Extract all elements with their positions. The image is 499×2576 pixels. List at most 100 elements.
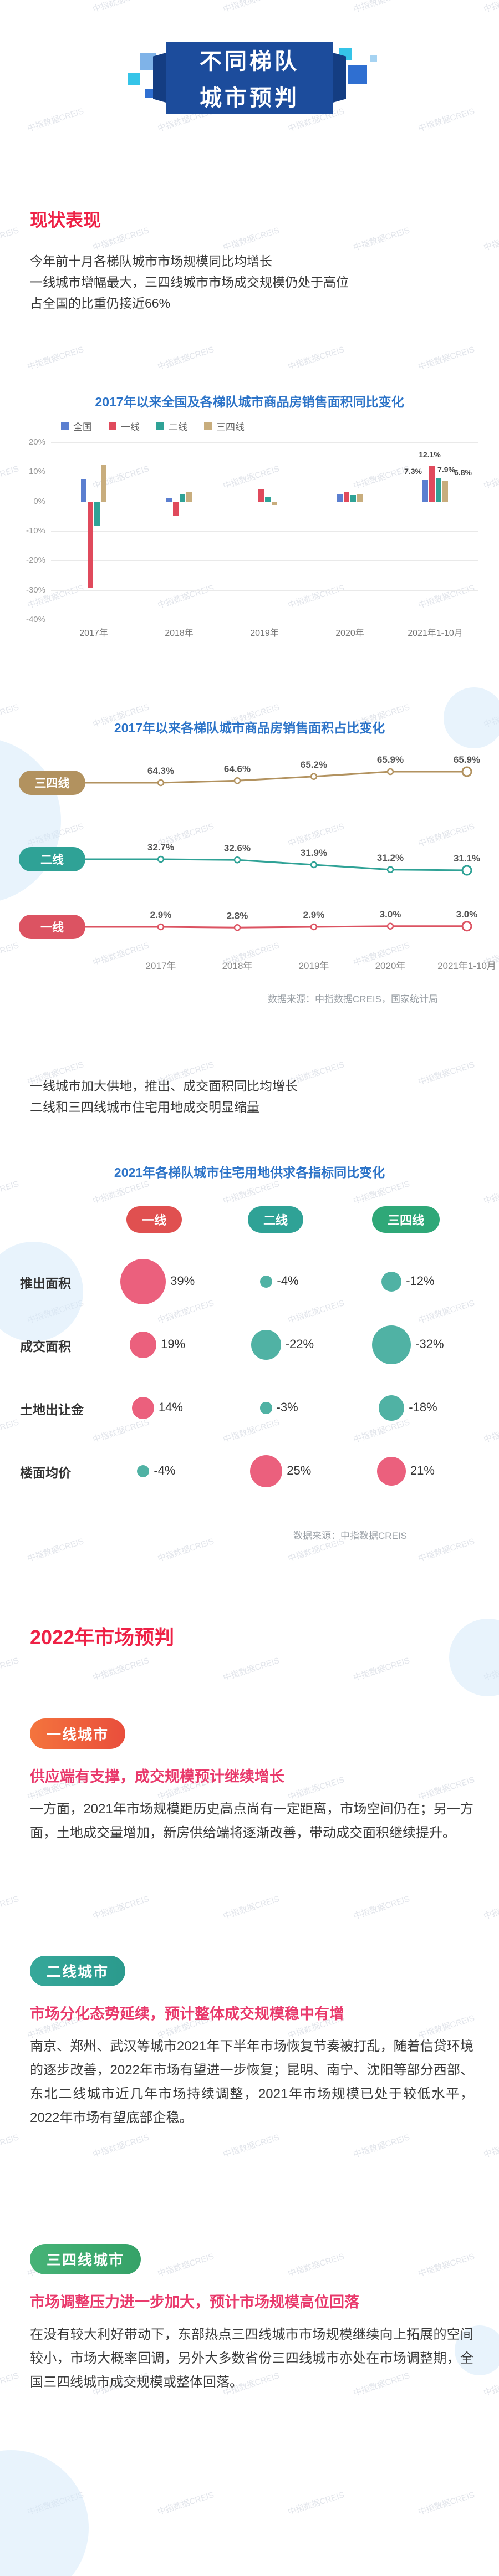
value-label: 65.9%	[454, 754, 480, 765]
row-label: 成交面积	[20, 1339, 71, 1354]
y-axis-tick: 20%	[28, 437, 45, 447]
watermark: 中指数据CREIS	[0, 1656, 21, 1683]
bar-三四线	[101, 465, 106, 502]
y-axis-tick: -20%	[26, 555, 45, 565]
data-point	[233, 777, 241, 784]
bar-三四线	[186, 491, 192, 502]
bubble-value-label: -4%	[277, 1274, 299, 1288]
legend-item: 全国	[61, 419, 92, 433]
bar-二线	[265, 497, 271, 502]
headline-third-fourth: 市场调整压力进一步加大，预计市场规模高位回落	[30, 2294, 359, 2310]
headline-second: 市场分化态势延续，预计整体成交规模稳中有增	[30, 2006, 344, 2022]
watermark: 中指数据CREIS	[91, 1656, 151, 1683]
value-label: 3.0%	[456, 909, 478, 920]
section-title-status: 现状表现	[30, 210, 101, 230]
watermark: 中指数据CREIS	[352, 226, 411, 253]
paragraph-line: 一线城市增幅最大，三四线城市市场成交规模仍处于高位	[30, 275, 349, 289]
value-label: 65.9%	[377, 754, 404, 765]
watermark: 中指数据CREIS	[26, 2490, 85, 2517]
column-pill-二线: 二线	[247, 1206, 304, 1233]
forecast-block-tier34: 三四线城市 市场调整压力进一步加大，预计市场规模高位回落 在没有较大利好带动下，…	[30, 2244, 473, 2394]
bubble-value-label: -22%	[285, 1337, 314, 1351]
watermark: 中指数据CREIS	[417, 2490, 476, 2517]
headline-first: 供应端有支撑，成交规模预计继续增长	[30, 1768, 284, 1785]
value-label: 64.3%	[147, 766, 174, 776]
value-label: 31.9%	[301, 848, 327, 858]
chart1-plot-area: 20% 10% 0% -10% -20% -30% -40% 2017年 2018年 2019年 2…	[26, 437, 478, 638]
paragraph-line: 占全国的比重仍接近66%	[30, 296, 171, 310]
decor-square	[348, 65, 367, 84]
row-label: 楼面均价	[20, 1466, 71, 1480]
watermark: 中指数据CREIS	[482, 2133, 499, 2160]
decor-circle	[0, 2450, 89, 2576]
legend-swatch	[156, 422, 164, 430]
gridline	[51, 531, 478, 532]
bar-value-label: 7.9%	[437, 465, 455, 474]
value-bubble	[120, 1258, 166, 1305]
watermark: 中指数据CREIS	[352, 1894, 411, 1921]
bar-二线	[436, 478, 441, 502]
y-axis-tick: 0%	[33, 496, 45, 506]
gridline	[51, 590, 478, 591]
data-point	[386, 866, 394, 873]
data-point	[386, 922, 394, 930]
bar-全国	[337, 493, 343, 502]
share-line-chart: 64.3% 64.6% 65.2% 65.9% 65.9% 三四线 32.7% 32.6% 31…	[19, 754, 496, 971]
legend-item: 二线	[156, 419, 187, 433]
data-point	[157, 923, 165, 931]
column-pill-三四线: 三四线	[371, 1206, 440, 1233]
watermark: 中指数据CREIS	[482, 1894, 499, 1921]
gridline	[51, 560, 478, 562]
watermark: 中指数据CREIS	[222, 226, 281, 253]
watermark: 中指数据CREIS	[287, 345, 346, 372]
data-point	[310, 923, 318, 931]
body-third-fourth: 在没有较大利好带动下，东部热点三四线城市市场规模继续向上拓展的空间较小，市场大概…	[30, 2327, 473, 2390]
watermark: 中指数据CREIS	[222, 2133, 281, 2160]
bar-三四线	[272, 501, 277, 506]
status-paragraph: 今年前十月各梯队城市市场规模同比均增长 一线城市增幅最大，三四线城市市场成交规模…	[30, 251, 473, 314]
bubble-value-label: 14%	[158, 1400, 183, 1414]
decor-square	[128, 73, 140, 85]
series-pill-二线	[19, 847, 85, 871]
bar-一线	[173, 501, 179, 516]
x-axis-tick: 2020年	[375, 961, 406, 971]
bar-一线	[88, 501, 93, 588]
bubble-value-label: -4%	[154, 1463, 176, 1477]
bar-三四线	[442, 481, 448, 502]
legend-swatch	[109, 422, 116, 430]
watermark: 中指数据CREIS	[222, 1656, 281, 1683]
decor-circle	[449, 1619, 499, 1696]
data-point	[233, 856, 241, 864]
watermark: 中指数据CREIS	[91, 1894, 151, 1921]
decor-square	[145, 89, 154, 98]
value-bubble	[249, 1455, 283, 1488]
bubble-value-label: 25%	[287, 1463, 312, 1477]
watermark: 中指数据CREIS	[0, 0, 21, 14]
data-point	[310, 861, 318, 869]
value-label: 64.6%	[224, 763, 251, 774]
legend-swatch	[204, 422, 212, 430]
data-point	[386, 768, 394, 776]
bar-value-label: 6.8%	[454, 468, 472, 477]
bar-三四线	[357, 494, 363, 502]
value-bubble	[371, 1325, 411, 1365]
forecast-block-tier1: 一线城市 供应端有支撑，成交规模预计继续增长 一方面，2021年市场规模距历史高…	[30, 1718, 473, 1845]
bubble-value-label: -18%	[409, 1400, 437, 1414]
value-label: 32.7%	[147, 842, 174, 853]
forecast-block-tier2: 二线城市 市场分化态势延续，预计整体成交规模稳中有增 南京、郑州、武汉等城市20…	[30, 1956, 473, 2130]
value-label: 2.9%	[150, 910, 172, 920]
watermark: 中指数据CREIS	[417, 1537, 476, 1564]
data-point	[157, 779, 165, 787]
data-point	[310, 773, 318, 780]
land-paragraph: 一线城市加大供地，推出、成交面积同比均增长 二线和三四线城市住宅用地成交明显缩量	[30, 1075, 473, 1118]
watermark: 中指数据CREIS	[0, 2371, 21, 2398]
watermark: 中指数据CREIS	[91, 0, 151, 14]
body-second: 南京、郑州、武汉等城市2021年下半年市场恢复节奏被打乱，随着信贷环境的逐步改善…	[30, 2039, 473, 2125]
bar-二线	[350, 495, 356, 502]
legend-label: 三四线	[216, 422, 245, 432]
chart3-source: 数据来源：中指数据CREIS	[293, 1531, 407, 1541]
bar-value-label: 12.1%	[419, 450, 441, 460]
sales-growth-bar-chart: 全国 一线 二线 三四线 20% 10% 0% -10% -20% -30% -40% 2017年 2…	[0, 410, 499, 638]
y-axis-tick: 10%	[28, 467, 45, 477]
